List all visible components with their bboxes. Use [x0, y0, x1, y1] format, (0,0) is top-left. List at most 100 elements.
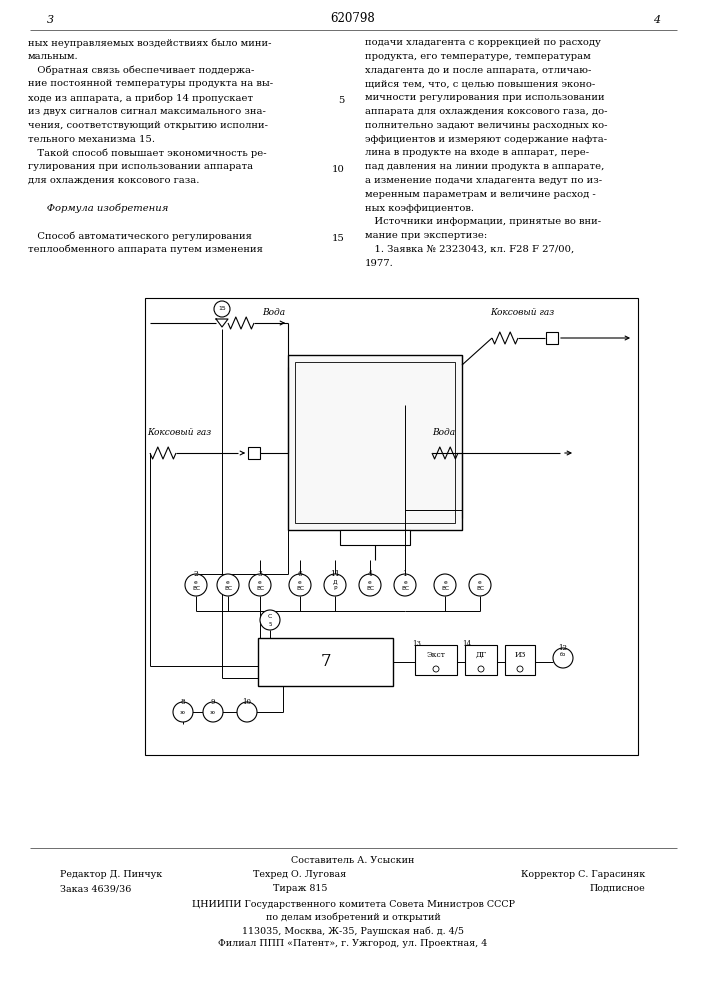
Text: 15: 15 — [218, 306, 226, 312]
Text: ние постоянной температуры продукта на вы-: ние постоянной температуры продукта на в… — [28, 79, 273, 88]
Circle shape — [359, 574, 381, 596]
Text: подачи хладагента с коррекцией по расходу: подачи хладагента с коррекцией по расход… — [365, 38, 601, 47]
Text: 1: 1 — [402, 570, 407, 578]
Circle shape — [553, 648, 573, 668]
Text: ных коэффициентов.: ных коэффициентов. — [365, 204, 474, 213]
Text: 3: 3 — [47, 15, 54, 25]
Text: 10: 10 — [332, 165, 345, 174]
Text: Экст: Экст — [426, 651, 445, 659]
Text: 13: 13 — [413, 640, 421, 648]
Circle shape — [517, 666, 523, 672]
Text: Вода: Вода — [432, 428, 455, 437]
Text: 5: 5 — [339, 96, 345, 105]
Text: 3: 3 — [257, 570, 262, 578]
Text: 9: 9 — [211, 698, 215, 706]
Circle shape — [434, 574, 456, 596]
Text: е: е — [478, 580, 482, 584]
Text: 1977.: 1977. — [365, 259, 394, 268]
Text: 7: 7 — [320, 654, 331, 670]
Circle shape — [217, 574, 239, 596]
Text: ВС: ВС — [441, 586, 449, 591]
Text: Р: Р — [333, 586, 337, 591]
Text: ных неуправляемых воздействиях было мини-: ных неуправляемых воздействиях было мини… — [28, 38, 271, 47]
Text: Вода: Вода — [262, 308, 285, 317]
Text: 1. Заявка № 2323043, кл. F28 F 27/00,: 1. Заявка № 2323043, кл. F28 F 27/00, — [365, 245, 574, 254]
Bar — [546, 332, 558, 344]
Text: ЦНИИПИ Государственного комитета Совета Министров СССР: ЦНИИПИ Государственного комитета Совета … — [192, 900, 515, 909]
Bar — [248, 447, 260, 459]
Circle shape — [214, 301, 230, 317]
Bar — [465, 645, 497, 675]
Text: 5: 5 — [268, 621, 271, 626]
Bar — [415, 645, 457, 675]
Text: е: е — [298, 580, 302, 584]
Text: ВС: ВС — [296, 586, 304, 591]
Circle shape — [394, 574, 416, 596]
Text: ВС: ВС — [476, 586, 484, 591]
Circle shape — [469, 574, 491, 596]
Text: из двух сигналов сигнал максимального зна-: из двух сигналов сигнал максимального зн… — [28, 107, 266, 116]
Text: Филиал ППП «Патент», г. Ужгород, ул. Проектная, 4: Филиал ППП «Патент», г. Ужгород, ул. Про… — [218, 939, 488, 948]
Text: е: е — [258, 580, 262, 584]
Text: эффициентов и измеряют содержание нафта-: эффициентов и измеряют содержание нафта- — [365, 135, 607, 144]
Text: С: С — [268, 614, 272, 619]
Text: Редактор Д. Пинчук: Редактор Д. Пинчук — [60, 870, 162, 879]
Text: Заказ 4639/36: Заказ 4639/36 — [60, 884, 132, 893]
Circle shape — [289, 574, 311, 596]
Text: 12: 12 — [559, 644, 568, 652]
Circle shape — [324, 574, 346, 596]
Text: 6: 6 — [298, 570, 303, 578]
Circle shape — [173, 702, 193, 722]
Bar — [505, 645, 535, 675]
Text: аппарата для охлаждения коксового газа, до-: аппарата для охлаждения коксового газа, … — [365, 107, 607, 116]
Text: зо: зо — [210, 710, 216, 714]
Bar — [288, 355, 462, 530]
Text: е: е — [226, 580, 230, 584]
Text: пад давления на линии продукта в аппарате,: пад давления на линии продукта в аппарат… — [365, 162, 604, 171]
Text: ВС: ВС — [401, 586, 409, 591]
Circle shape — [237, 702, 257, 722]
Text: Формула изобретения: Формула изобретения — [28, 204, 168, 213]
Text: Тираж 815: Тираж 815 — [273, 884, 327, 893]
Text: Составитель А. Усыскин: Составитель А. Усыскин — [291, 856, 415, 865]
Text: полнительно задают величины расходных ко-: полнительно задают величины расходных ко… — [365, 121, 607, 130]
Text: бо: бо — [560, 652, 566, 658]
Text: а изменение подачи хладагента ведут по из-: а изменение подачи хладагента ведут по и… — [365, 176, 602, 185]
Text: по делам изобретений и открытий: по делам изобретений и открытий — [266, 913, 440, 922]
Text: Коксовый газ: Коксовый газ — [147, 428, 211, 437]
Text: продукта, его температуре, температурам: продукта, его температуре, температурам — [365, 52, 591, 61]
Text: 10: 10 — [243, 698, 252, 706]
Circle shape — [260, 610, 280, 630]
Text: е: е — [368, 580, 372, 584]
Text: Корректор С. Гарасиняк: Корректор С. Гарасиняк — [521, 870, 645, 879]
Text: ВС: ВС — [224, 586, 232, 591]
Text: е: е — [443, 580, 447, 584]
Circle shape — [185, 574, 207, 596]
Text: гулирования при использовании аппарата: гулирования при использовании аппарата — [28, 162, 253, 171]
Text: зо: зо — [180, 710, 186, 714]
Text: 4: 4 — [653, 15, 660, 25]
Text: 620798: 620798 — [331, 11, 375, 24]
Text: Такой способ повышает экономичность ре-: Такой способ повышает экономичность ре- — [28, 148, 267, 158]
Text: чения, соответствующий открытию исполни-: чения, соответствующий открытию исполни- — [28, 121, 268, 130]
Bar — [258, 638, 393, 686]
Text: меренным параметрам и величине расход -: меренным параметрам и величине расход - — [365, 190, 596, 199]
Text: е: е — [403, 580, 407, 584]
Text: ВС: ВС — [366, 586, 374, 591]
Text: мичности регулирования при использовании: мичности регулирования при использовании — [365, 93, 604, 102]
Text: тельного механизма 15.: тельного механизма 15. — [28, 135, 155, 144]
Text: Техред О. Луговая: Техред О. Луговая — [253, 870, 346, 879]
Bar — [145, 298, 638, 755]
Text: щийся тем, что, с целью повышения эконо-: щийся тем, что, с целью повышения эконо- — [365, 79, 595, 88]
Circle shape — [203, 702, 223, 722]
Text: мание при экспертизе:: мание при экспертизе: — [365, 231, 487, 240]
Bar — [340, 530, 410, 545]
Text: теплообменного аппарата путем изменения: теплообменного аппарата путем изменения — [28, 245, 263, 254]
Text: Д: Д — [333, 580, 337, 584]
Text: 2: 2 — [194, 570, 199, 578]
Bar — [295, 362, 455, 523]
Text: Источники информации, принятые во вни-: Источники информации, принятые во вни- — [365, 217, 601, 226]
Text: ВС: ВС — [192, 586, 200, 591]
Text: ходе из аппарата, а прибор 14 пропускает: ходе из аппарата, а прибор 14 пропускает — [28, 93, 253, 103]
Text: 4: 4 — [368, 570, 373, 578]
